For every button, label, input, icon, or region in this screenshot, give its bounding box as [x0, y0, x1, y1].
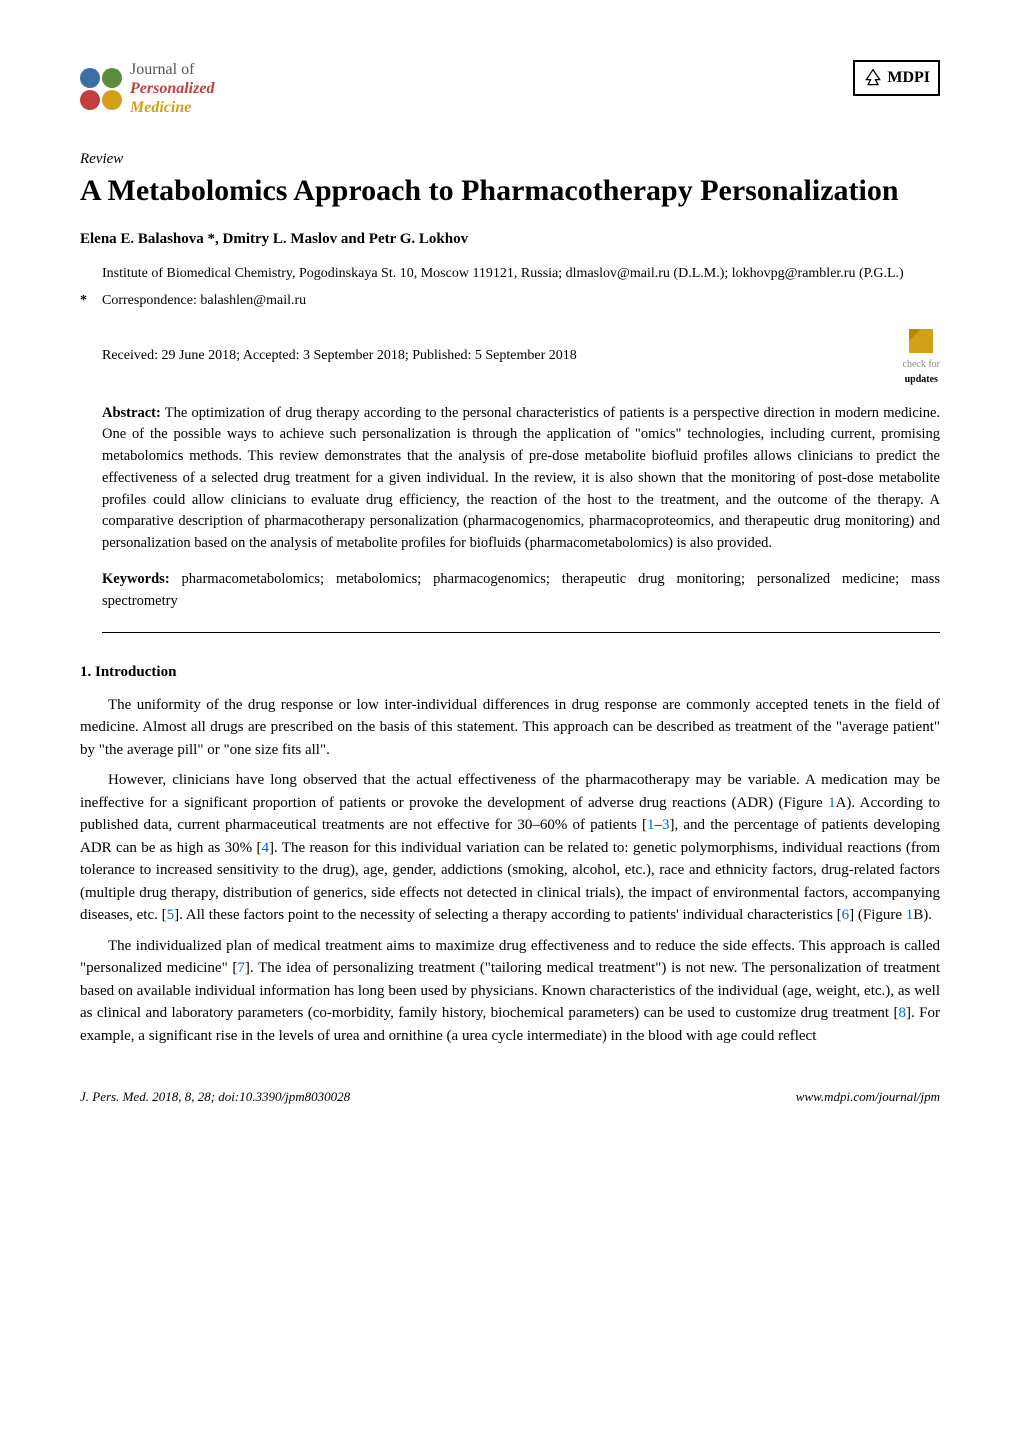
footer-url: www.mdpi.com/journal/jpm [796, 1087, 940, 1107]
journal-name: Journal of Personalized Medicine [130, 60, 214, 118]
journal-name-line2: Personalized [130, 79, 214, 98]
journal-logo-icon [80, 68, 122, 110]
logo-dot [80, 90, 100, 110]
publisher-logo: MDPI [853, 60, 940, 96]
logo-dot [102, 68, 122, 88]
correspondence-asterisk: * [80, 290, 102, 311]
journal-name-line1: Journal of [130, 60, 214, 79]
para-text: B). [913, 907, 932, 923]
para-text: – [654, 817, 662, 833]
footer-citation: J. Pers. Med. 2018, 8, 28; doi:10.3390/j… [80, 1087, 350, 1107]
check-updates-line2: updates [905, 372, 938, 387]
header-row: Journal of Personalized Medicine MDPI [80, 60, 940, 118]
keywords-label: Keywords: [102, 571, 170, 587]
keywords: Keywords: pharmacometabolomics; metabolo… [102, 569, 940, 613]
check-updates-icon [905, 325, 937, 357]
citation-ref[interactable]: 7 [237, 960, 245, 976]
mdpi-tree-icon [863, 68, 883, 88]
publisher-logo-text: MDPI [887, 66, 930, 90]
logo-dot [80, 68, 100, 88]
section-heading: 1. Introduction [80, 661, 940, 684]
body-paragraph: The individualized plan of medical treat… [80, 935, 940, 1048]
abstract-label: Abstract: [102, 405, 161, 421]
section-divider [102, 632, 940, 633]
page-footer: J. Pers. Med. 2018, 8, 28; doi:10.3390/j… [80, 1087, 940, 1107]
correspondence: *Correspondence: balashlen@mail.ru [102, 290, 940, 311]
figure-ref[interactable]: 1 [828, 795, 836, 811]
journal-logo: Journal of Personalized Medicine [80, 60, 214, 118]
para-text: ]. All these factors point to the necess… [174, 907, 842, 923]
abstract-text: The optimization of drug therapy accordi… [102, 405, 940, 552]
dates-row: Received: 29 June 2018; Accepted: 3 Sept… [102, 325, 940, 387]
publication-dates: Received: 29 June 2018; Accepted: 3 Sept… [102, 345, 577, 366]
check-updates-line1: check for [903, 357, 940, 372]
authors: Elena E. Balashova *, Dmitry L. Maslov a… [80, 228, 940, 251]
citation-ref[interactable]: 8 [899, 1005, 907, 1021]
article-title: A Metabolomics Approach to Pharmacothera… [80, 172, 940, 210]
abstract: Abstract: The optimization of drug thera… [102, 403, 940, 555]
check-updates-badge[interactable]: check for updates [903, 325, 940, 387]
body-paragraph: The uniformity of the drug response or l… [80, 694, 940, 762]
journal-name-line3: Medicine [130, 98, 214, 117]
correspondence-text: Correspondence: balashlen@mail.ru [102, 293, 306, 308]
logo-dot [102, 90, 122, 110]
keywords-text: pharmacometabolomics; metabolomics; phar… [102, 571, 940, 609]
citation-ref[interactable]: 4 [261, 840, 269, 856]
body-paragraph: However, clinicians have long observed t… [80, 769, 940, 927]
article-type: Review [80, 148, 940, 171]
para-text: However, clinicians have long observed t… [80, 772, 940, 811]
affiliation: Institute of Biomedical Chemistry, Pogod… [102, 264, 940, 284]
para-text: ] (Figure [849, 907, 906, 923]
